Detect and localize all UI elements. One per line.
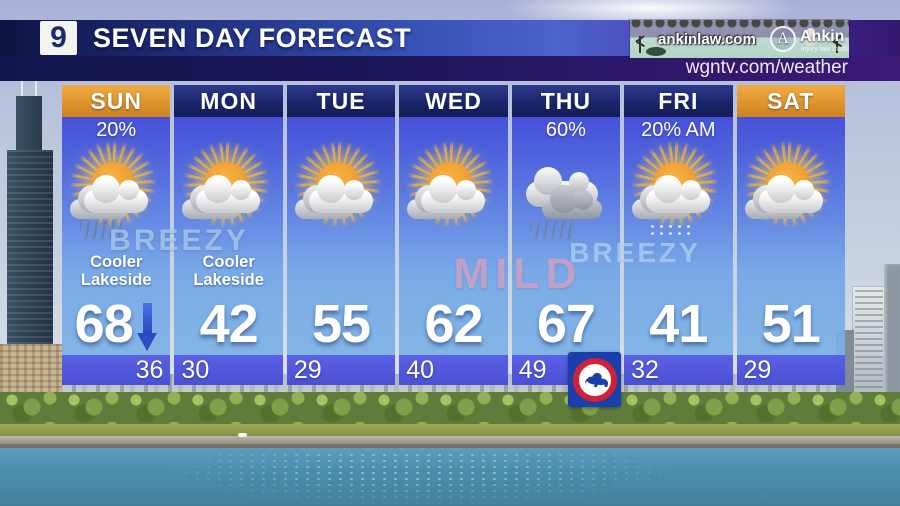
forecast-note: Cooler Lakeside (193, 253, 264, 289)
day-column-mon: MON Cooler Lakeside 42 30 (174, 85, 283, 385)
right-skyscraper (852, 286, 886, 402)
high-temp: 68 (62, 293, 170, 355)
ankin-monogram-icon: A (770, 26, 796, 52)
precip-chance: 20% (96, 119, 137, 141)
cloudy-rain-icon (512, 143, 620, 239)
partly-cloudy-icon (174, 141, 282, 235)
day-label: THU (511, 85, 621, 117)
forecast-note (287, 235, 395, 293)
bare-tree-icon (639, 36, 641, 53)
forecast-note: Cooler Lakeside (80, 253, 152, 289)
shoreline-trees (0, 392, 900, 428)
cubs-bear-icon (572, 357, 617, 402)
high-temp: 41 (649, 294, 708, 354)
low-temp: 32 (624, 355, 733, 385)
rain-icon (80, 221, 122, 239)
lakefront-buildings (0, 344, 62, 396)
ankin-law-ad-banner: ankinlaw.com A Ankin Law injury law made… (630, 20, 849, 58)
day-label: FRI (624, 85, 733, 117)
mild-overlay-label: MILD (453, 250, 583, 298)
day-column-thu: THU 60% 67 49 (511, 85, 621, 385)
channel-9-logo: 9 (40, 21, 77, 55)
partly-cloudy-flurries-icon (624, 141, 732, 239)
day-column-wed: WED 62 40 (399, 85, 508, 385)
breezy-overlay-label: BREEZY (109, 224, 249, 257)
header-subbar: wgntv.com/weather (0, 56, 900, 81)
high-temp: 67 (536, 294, 596, 354)
page-title: SEVEN DAY FORECAST (93, 23, 412, 53)
cloud-icon (421, 175, 486, 213)
cubs-logo (568, 352, 621, 407)
right-skyscraper (884, 264, 900, 404)
low-temp: 29 (286, 355, 396, 385)
day-column-tue: TUE 55 29 (286, 85, 396, 385)
ad-brand-name: Ankin Law (800, 28, 849, 45)
low-temp: 40 (399, 355, 508, 385)
cloud-icon (308, 175, 373, 213)
snow-flurries-icon (648, 223, 695, 239)
day-label: SUN (62, 85, 171, 117)
willis-tower (7, 150, 53, 362)
high-temp: 55 (312, 294, 371, 354)
ad-tagline: injury law made personal. (801, 46, 849, 53)
forecast-note (737, 235, 845, 293)
cloud-icon (646, 175, 711, 213)
background-car (238, 433, 247, 437)
water-sparkles (170, 452, 670, 504)
low-temp: 36 (62, 355, 171, 385)
day-label: WED (399, 85, 508, 117)
lakefront-road (0, 436, 900, 445)
high-temp: 42 (199, 294, 259, 354)
forecast-board: SUN 20% Cooler Lakeside 68 (62, 85, 845, 385)
cloud-icon (196, 175, 261, 213)
precip-chance (399, 117, 507, 143)
bare-tree-icon (836, 36, 838, 53)
down-arrow-icon (136, 303, 158, 355)
low-temp: 30 (174, 355, 283, 385)
day-label: MON (174, 85, 283, 117)
breezy-overlay-label: BREEZY (569, 237, 701, 268)
shoreline-grass (0, 424, 900, 438)
rain-icon (529, 221, 572, 239)
ad-website-url: ankinlaw.com (658, 31, 756, 48)
day-column-sat: SAT 51 29 (736, 85, 845, 385)
low-temp: 29 (736, 355, 845, 385)
day-column-fri: FRI 20% AM 41 32 (624, 85, 733, 385)
day-label: TUE (286, 85, 396, 117)
precip-chance: 60% (545, 119, 586, 141)
tower-antenna (21, 79, 23, 97)
ad-foliage-decoration (630, 20, 849, 29)
shoreline-edge (0, 444, 900, 450)
partly-cloudy-icon (287, 141, 395, 235)
cloud-icon (541, 185, 602, 219)
tower-antenna (35, 79, 37, 97)
partly-cloudy-rain-icon (62, 141, 170, 239)
day-label: SAT (736, 85, 845, 117)
station-website-url: wgntv.com/weather (685, 57, 848, 78)
partly-cloudy-icon (399, 141, 507, 235)
cloud-icon (758, 175, 823, 213)
snowman-figure (806, 28, 815, 37)
partly-cloudy-icon (737, 141, 845, 235)
precip-chance (174, 117, 282, 143)
precip-chance: 20% AM (641, 119, 716, 141)
day-column-sun: SUN 20% Cooler Lakeside 68 (62, 85, 171, 385)
precip-chance (737, 117, 845, 143)
precip-chance (287, 117, 395, 143)
high-temp: 51 (761, 294, 821, 354)
cloud-icon (84, 175, 148, 213)
high-temp: 62 (424, 294, 483, 354)
bush-decoration (646, 47, 666, 56)
